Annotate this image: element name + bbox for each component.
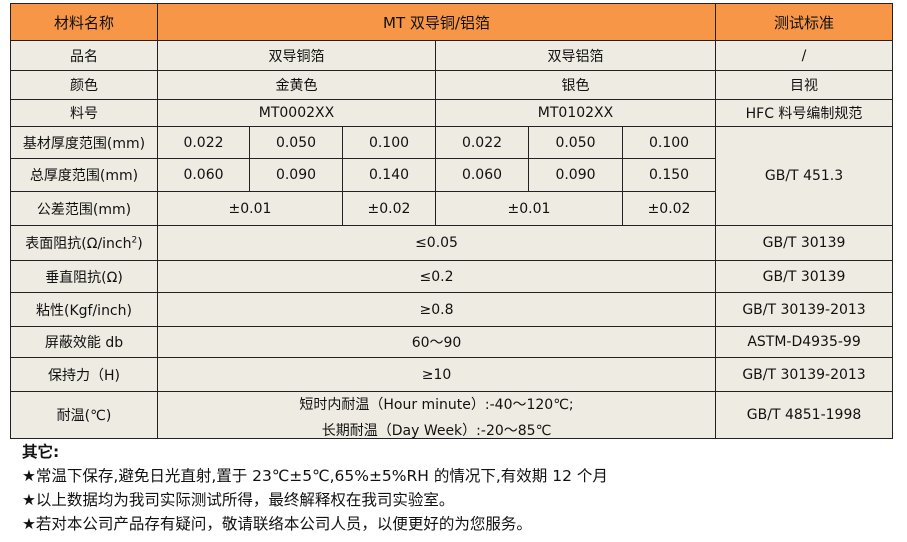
cell: ±0.01 — [157, 191, 343, 226]
notes-title: 其它: — [22, 443, 60, 461]
std-cell: / — [715, 40, 894, 71]
cell: ≤0.2 — [156, 260, 717, 293]
cell: 0.060 — [435, 158, 529, 192]
table-row: 总厚度范围(mm) 0.060 0.090 0.140 0.060 0.090 0.150 — [10, 158, 893, 192]
cell: 金黄色 — [157, 70, 436, 100]
note-item: ★常温下保存,避免日光直射,置于 23℃±5℃,65%±5%RH 的情况下,有效… — [22, 467, 608, 485]
row-label: 保持力（H) — [10, 357, 158, 392]
cell: 60～90 — [156, 326, 717, 358]
std-cell: GB/T 30139 — [715, 225, 894, 261]
std-cell: 目视 — [715, 70, 894, 100]
std-cell: GB/T 30139-2013 — [715, 292, 894, 327]
row-label: 颜色 — [10, 70, 158, 100]
std-cell: GB/T 451.3 — [715, 126, 894, 226]
cell: ±0.02 — [621, 191, 717, 226]
cell: 0.050 — [528, 126, 623, 159]
row-label: 公差范围(mm) — [10, 191, 158, 226]
row-label: 垂直阻抗(Ω) — [10, 260, 158, 293]
note-item: ★若对本公司产品存有疑问，敬请联络本公司人员，以便更好的为您服务。 — [22, 515, 532, 533]
spec-table: 材料名称 MT 双导铜/铝箔 测试标准 品名 双导铜箔 双导铝箔 / 颜色 金黄色 银色目… — [10, 3, 894, 439]
cell: 0.090 — [528, 158, 623, 192]
header-test-standard: 测试标准 — [715, 3, 894, 41]
cell: 0.090 — [249, 158, 343, 192]
row-label: 料号 — [10, 99, 158, 127]
row-label: 粘性(Kgf/inch) — [10, 292, 158, 327]
long-term-temp: 长期耐温（Day Week）:-20～85℃ — [321, 423, 552, 438]
cell: ≥0.8 — [156, 292, 717, 327]
cell: MT0002XX — [157, 99, 436, 127]
short-term-temp: 短时内耐温（Hour minute）:-40～120℃; — [299, 397, 574, 413]
header-product-line: MT 双导铜/铝箔 — [156, 3, 717, 41]
std-cell: ASTM-D4935-99 — [715, 326, 894, 358]
std-cell: GB/T 30139-2013 — [715, 357, 894, 392]
table-row: 垂直阻抗(Ω) ≤0.2 GB/T 30139 — [10, 260, 894, 293]
row-label: 品名 — [10, 40, 158, 71]
table-row: 表面阻抗(Ω/inch2) ≤0.05 GB/T 30139 — [10, 225, 894, 261]
note-item: ★以上数据均为我司实际测试所得，最终解释权在我司实验室。 — [22, 491, 455, 509]
cell: ±0.02 — [342, 191, 436, 226]
notes: 其它: ★常温下保存,避免日光直射,置于 23℃±5℃,65%±5%RH 的情况… — [22, 440, 608, 536]
table-row: 屏蔽效能 db 60～90 ASTM-D4935-99 — [10, 326, 894, 358]
std-cell: GB/T 4851-1998 — [715, 391, 894, 439]
cell: MT0102XX — [434, 99, 717, 127]
table-row: 公差范围(mm) ±0.01 ±0.02 ±0.01 ±0.02 — [10, 191, 893, 226]
cell: 0.060 — [157, 158, 250, 192]
cell: ≤0.05 — [156, 225, 717, 261]
row-label: 屏蔽效能 db — [10, 326, 158, 358]
row-label: 耐温(℃) — [10, 391, 158, 439]
cell: 0.022 — [157, 126, 250, 159]
std-cell: HFC 料号编制规范 — [715, 99, 894, 127]
row-label: 表面阻抗(Ω/inch2) — [10, 225, 158, 261]
cell: 0.050 — [249, 126, 343, 159]
cell: ±0.01 — [435, 191, 623, 226]
row-label: 基材厚度范围(mm) — [10, 126, 158, 159]
cell: 0.100 — [621, 126, 717, 159]
table-row: 料号 MT0002XX MT0102XX HFC 料号编制规范 — [10, 99, 894, 127]
cell: 银色 — [434, 70, 717, 100]
cell: 0.100 — [342, 126, 436, 159]
table-row: 耐温(℃) 短时内耐温（Hour minute）:-40～120℃; 长期耐温（D… — [10, 391, 894, 439]
cell: 短时内耐温（Hour minute）:-40～120℃; 长期耐温（Day Wee… — [156, 391, 717, 439]
cell: 双导铜箔 — [157, 40, 436, 71]
cell: 0.140 — [342, 158, 436, 192]
header-material-name: 材料名称 — [10, 3, 158, 41]
cell: 双导铝箔 — [434, 40, 717, 71]
cell: 0.150 — [621, 158, 717, 192]
cell: ≥10 — [156, 357, 717, 392]
table-row: 保持力（H) ≥10 GB/T 30139-2013 — [10, 357, 894, 392]
row-label: 总厚度范围(mm) — [10, 158, 158, 192]
table-row: 基材厚度范围(mm) 0.022 0.050 0.100 0.022 0.050 0.10… — [10, 126, 894, 226]
table-row: 颜色 金黄色 银色 目视 — [10, 70, 894, 100]
table-row: 粘性(Kgf/inch) ≥0.8 GB/T 30139-2013 — [10, 292, 894, 327]
cell: 0.022 — [435, 126, 529, 159]
std-cell: GB/T 30139 — [715, 260, 894, 293]
table-row: 品名 双导铜箔 双导铝箔 / — [10, 40, 894, 71]
header-row: 材料名称 MT 双导铜/铝箔 测试标准 — [10, 3, 894, 41]
